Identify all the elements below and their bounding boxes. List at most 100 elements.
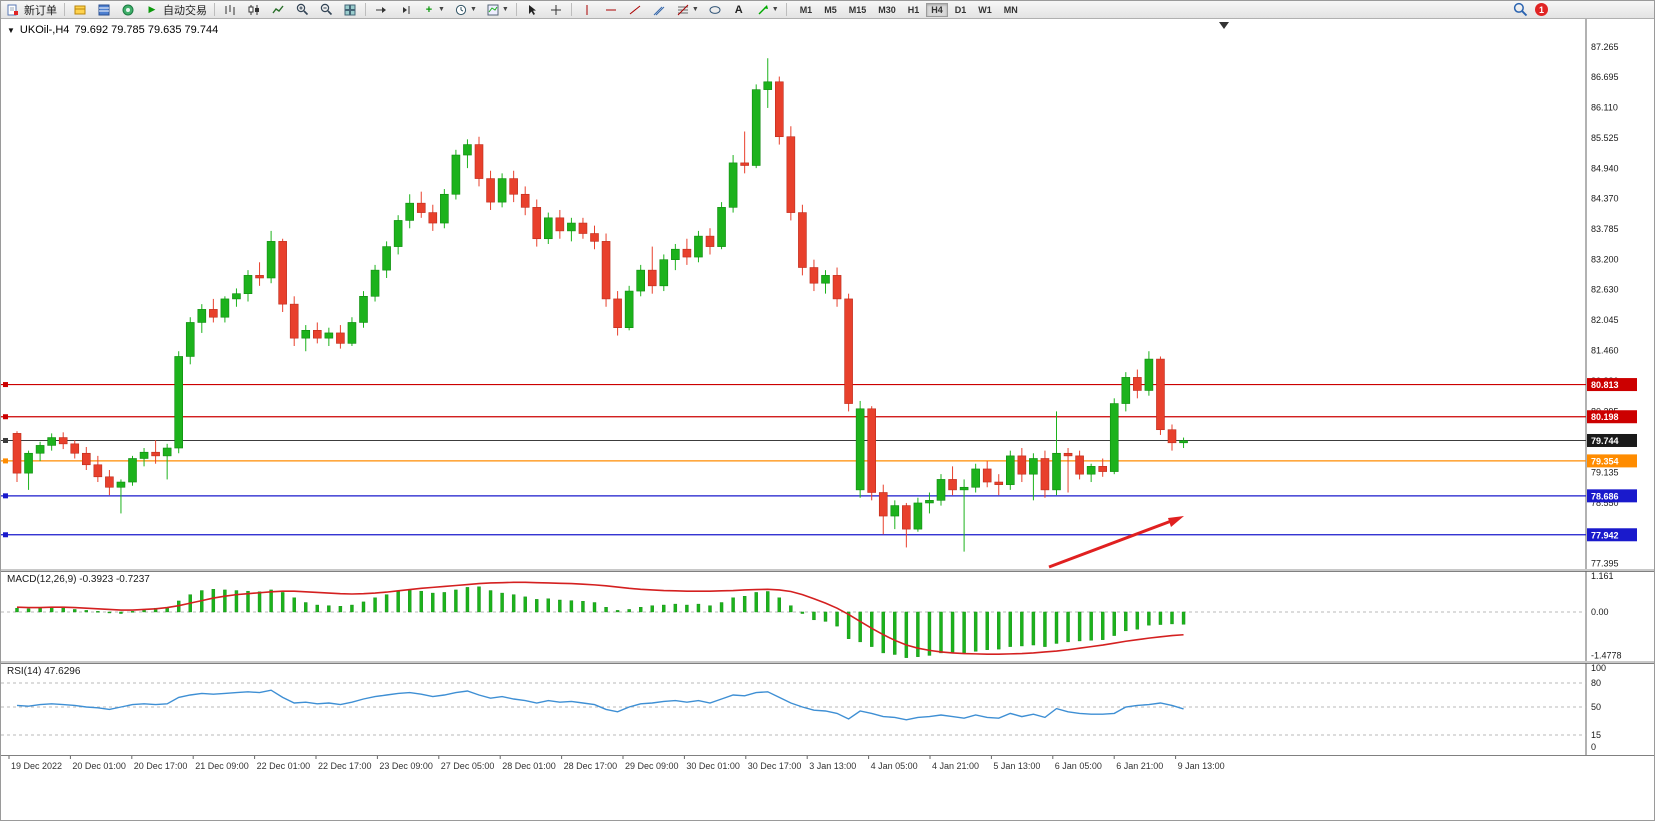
indicators-icon: [485, 3, 501, 17]
symbol-period-label: UKOil-,H4: [19, 24, 70, 36]
chevron-down-icon: ▼: [691, 6, 699, 13]
price-tick: 83.785: [1591, 224, 1619, 234]
line-chart-mode-button[interactable]: [266, 2, 290, 18]
auto-scroll-button[interactable]: [369, 2, 393, 18]
time-label: 9 Jan 13:00: [1178, 761, 1225, 771]
level-line-handle[interactable]: [3, 458, 8, 464]
vertical-line-tool-button[interactable]: [575, 2, 599, 18]
zoom-in-button[interactable]: [290, 2, 314, 18]
level-line-handle[interactable]: [3, 382, 8, 388]
autotrading-button[interactable]: ▶ 自动交易: [140, 2, 211, 18]
level-line-handle[interactable]: [3, 532, 8, 538]
price-badge-label: 79.354: [1591, 456, 1619, 466]
panel-divider[interactable]: [1, 661, 1654, 663]
price-chart-panel[interactable]: 87.265 86.695 86.110 85.525 84.940 84.370 83.7…: [1, 19, 1654, 571]
new-chart-button[interactable]: + ▼: [417, 2, 449, 18]
new-order-label: 新订单: [24, 4, 57, 17]
trendline-icon: [627, 3, 643, 17]
time-label: 29 Dec 09:00: [625, 761, 679, 771]
toolbar-separator: [570, 3, 572, 16]
time-label: 5 Jan 13:00: [993, 761, 1040, 771]
rsi-axis-label: 80: [1591, 678, 1601, 688]
timeframe-h1-button[interactable]: H1: [907, 4, 920, 15]
panel-divider[interactable]: [1, 569, 1654, 571]
price-badge-label: 79.744: [1591, 436, 1619, 446]
zoom-out-icon: [318, 3, 334, 17]
macd-label: MACD(12,26,9) -0.3923 -0.7237: [7, 574, 150, 585]
horizontal-line-icon: [603, 3, 619, 17]
timeframe-d1-button[interactable]: D1: [954, 4, 967, 15]
rsi-axis-label: 100: [1591, 663, 1606, 673]
crosshair-tool-button[interactable]: [544, 2, 568, 18]
price-tick: 84.940: [1591, 164, 1619, 174]
cursor-tool-button[interactable]: [520, 2, 544, 18]
fibonacci-icon: [675, 3, 691, 17]
timeframe-m30-button[interactable]: M30: [878, 4, 896, 15]
auto-scroll-icon: [373, 3, 389, 17]
timeframe-mn-button[interactable]: MN: [1003, 4, 1018, 15]
shapes-icon: [707, 3, 723, 17]
market-watch-button[interactable]: [92, 2, 116, 18]
price-badge: [1587, 489, 1637, 503]
toolbar-separator: [515, 3, 517, 16]
trend-arrow-annotation[interactable]: [1048, 518, 1175, 569]
notification-badge[interactable]: 1: [1535, 3, 1548, 16]
time-label: 22 Dec 17:00: [318, 761, 372, 771]
price-tick: 86.695: [1591, 72, 1619, 82]
search-icon[interactable]: [1513, 2, 1528, 20]
bar-chart-mode-button[interactable]: [218, 2, 242, 18]
new-order-button[interactable]: 新订单: [1, 2, 61, 18]
trend-arrow-head: [1168, 516, 1184, 527]
timeframe-w1-button[interactable]: W1: [978, 4, 992, 15]
data-window-button[interactable]: [68, 2, 92, 18]
one-click-trading-toggle[interactable]: ▼: [7, 25, 15, 35]
arrows-tool-button[interactable]: ▼: [751, 2, 783, 18]
channel-icon: [651, 3, 667, 17]
chevron-down-icon: ▼: [771, 6, 779, 13]
price-badge-label: 80.813: [1591, 380, 1619, 390]
chart-shift-button[interactable]: [393, 2, 417, 18]
timeframe-m15-button[interactable]: M15: [848, 4, 867, 15]
clock-icon: [453, 3, 469, 17]
price-badge-label: 77.942: [1591, 530, 1619, 540]
zoom-out-button[interactable]: [314, 2, 338, 18]
rsi-axis-label: 50: [1591, 702, 1601, 712]
macd-axis-label: 1.161: [1591, 571, 1614, 581]
level-line-handle[interactable]: [3, 414, 8, 420]
fibonacci-tool-button[interactable]: ▼: [671, 2, 703, 18]
text-tool-button[interactable]: A: [727, 2, 751, 18]
trendline-tool-button[interactable]: [623, 2, 647, 18]
time-label: 6 Jan 21:00: [1116, 761, 1163, 771]
navigator-button[interactable]: [116, 2, 140, 18]
price-badge: [1587, 454, 1637, 468]
timeframe-h4-button[interactable]: H4: [926, 2, 948, 17]
price-tick: 83.200: [1591, 255, 1619, 265]
price-tick: 85.525: [1591, 133, 1619, 143]
horizontal-line-tool-button[interactable]: [599, 2, 623, 18]
price-tick: 82.630: [1591, 284, 1619, 294]
indicators-button[interactable]: ▼: [481, 2, 513, 18]
shapes-tool-button[interactable]: [703, 2, 727, 18]
candlestick-mode-button[interactable]: [242, 2, 266, 18]
timeframe-m1-button[interactable]: M1: [799, 4, 813, 15]
macd-panel[interactable]: 1.161 0.00 -1.4778 MACD(12,26,9) -0.3923 -…: [1, 571, 1654, 663]
level-line-handle[interactable]: [3, 437, 8, 443]
price-tick: 81.460: [1591, 346, 1619, 356]
cursor-icon: [524, 3, 540, 17]
timeframe-bar: M1 M5 M15 M30 H1 H4 D1 W1 MN: [794, 2, 1024, 17]
chart-shift-marker[interactable]: [1219, 22, 1229, 29]
channel-tool-button[interactable]: [647, 2, 671, 18]
macd-axis-label: -1.4778: [1591, 651, 1622, 661]
tile-windows-button[interactable]: [338, 2, 362, 18]
chart-shift-icon: [397, 3, 413, 17]
timeframe-m5-button[interactable]: M5: [824, 4, 837, 15]
toolbar-separator: [64, 3, 65, 16]
level-line-handle[interactable]: [3, 493, 8, 499]
rsi-panel[interactable]: 100 80 50 15 0 RSI(14) 47.6296: [1, 663, 1654, 755]
time-label: 19 Dec 2022: [11, 761, 62, 771]
time-label: 27 Dec 05:00: [441, 761, 495, 771]
profiles-button[interactable]: ▼: [449, 2, 481, 18]
time-label: 21 Dec 09:00: [195, 761, 249, 771]
time-axis[interactable]: 19 Dec 2022 20 Dec 01:00 20 Dec 17:00 21 De…: [1, 755, 1654, 779]
chevron-down-icon: ▼: [469, 6, 477, 13]
